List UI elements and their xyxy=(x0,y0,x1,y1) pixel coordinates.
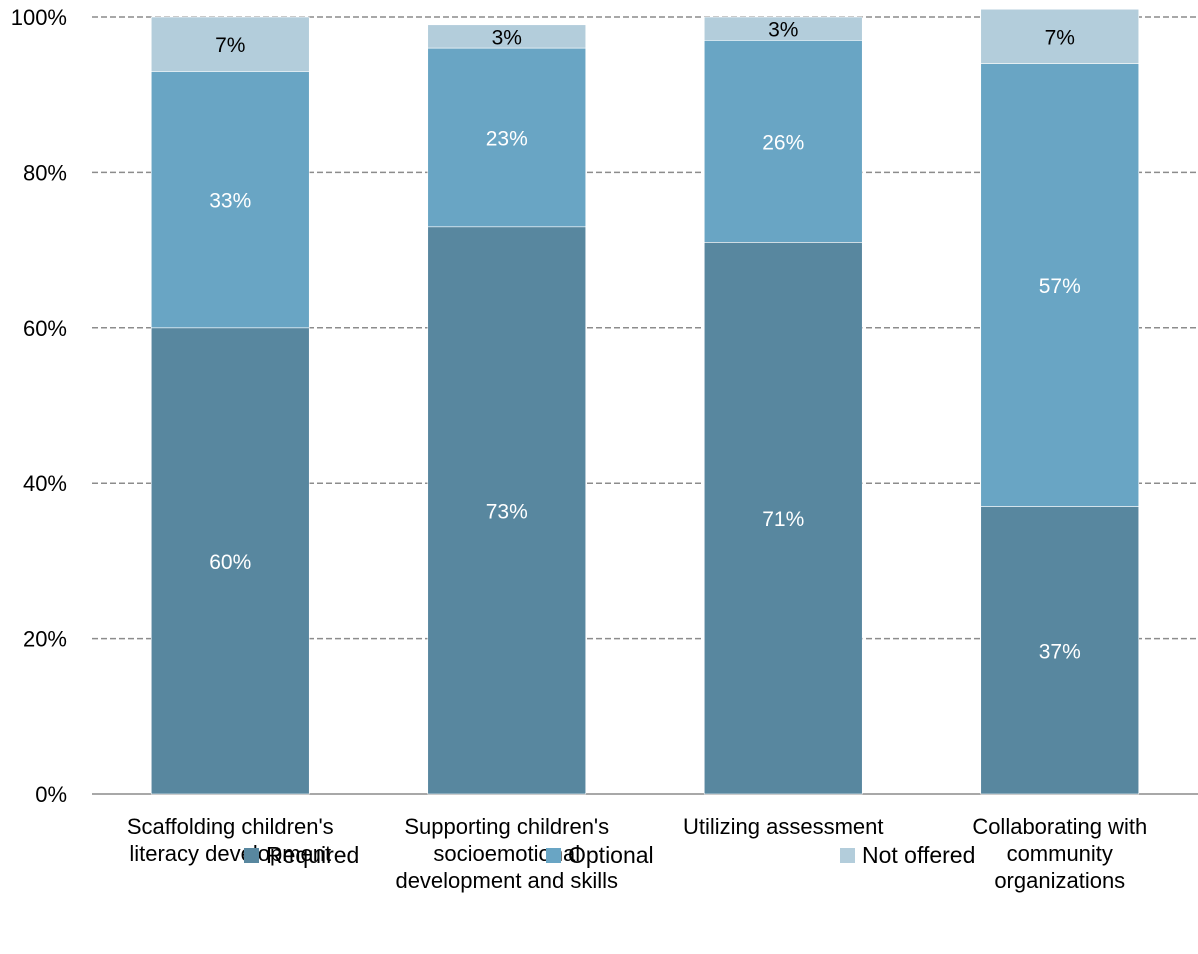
legend-label-not-offered: Not offered xyxy=(862,841,976,868)
y-tick-label: 40% xyxy=(23,471,67,496)
data-label-optional: 26% xyxy=(762,131,804,154)
bar-segment-required xyxy=(703,242,863,795)
data-label-not-offered: 3% xyxy=(492,26,522,49)
x-category-label-line: Scaffolding children's xyxy=(127,814,334,839)
data-label-not-offered: 3% xyxy=(768,19,798,42)
y-tick-label: 60% xyxy=(23,316,67,341)
x-category-label-line: literacy development xyxy=(129,841,331,866)
y-tick-label: 100% xyxy=(11,5,67,30)
data-label-required: 60% xyxy=(209,551,251,574)
data-label-not-offered: 7% xyxy=(1045,26,1075,49)
x-category-label: Collaborating with community organizations xyxy=(972,814,1147,893)
bar-segment-required xyxy=(980,506,1140,795)
data-label-optional: 33% xyxy=(209,190,251,213)
y-tick-label: 0% xyxy=(35,782,67,807)
legend-swatch-optional xyxy=(546,847,561,863)
data-label-not-offered: 7% xyxy=(215,34,245,57)
data-label-required: 71% xyxy=(762,508,804,531)
x-category-label: Utilizing assessment xyxy=(683,814,884,839)
data-label-required: 37% xyxy=(1039,640,1081,663)
x-category-label-line: Supporting children's xyxy=(404,814,609,839)
bar-segment-not-offered xyxy=(427,24,587,49)
bar-segment-not-offered xyxy=(150,16,310,72)
data-label-optional: 23% xyxy=(486,127,528,150)
bar-segment-not-offered xyxy=(703,16,863,41)
x-category-label-line: Collaborating with xyxy=(972,814,1147,839)
x-category-label-line: organizations xyxy=(994,868,1125,893)
legend-item-required: Required xyxy=(244,838,359,872)
x-category-label: Supporting children's socioemotional devel… xyxy=(395,814,618,893)
y-tick-label: 80% xyxy=(23,160,67,185)
legend-label-required: Required xyxy=(266,841,360,868)
legend: Required Optional Not offered xyxy=(0,838,1198,872)
bar-segment-not-offered xyxy=(980,8,1140,64)
x-category-label-line: development and skills xyxy=(395,868,618,893)
legend-swatch-required xyxy=(244,847,259,863)
x-axis-category-labels: Scaffolding children's literacy developme… xyxy=(127,814,1147,893)
x-category-label-line: community xyxy=(1007,841,1113,866)
bar-segment-optional xyxy=(427,47,587,228)
legend-item-not-offered: Not offered xyxy=(840,838,975,872)
legend-item-optional: Optional xyxy=(546,838,654,872)
bar-segment-required xyxy=(150,327,310,795)
y-tick-label: 20% xyxy=(23,627,67,652)
data-label-required: 73% xyxy=(486,500,528,523)
legend-swatch-not-offered xyxy=(840,847,855,863)
y-axis-tick-labels: 0% 20% 40% 60% 80% 100% xyxy=(11,5,67,807)
bars: 60% 33% 7% 73% 23% 3% 71% 26% 3% 37% 57% 7% xyxy=(150,8,1140,795)
bar-segment-optional xyxy=(150,71,310,329)
data-label-optional: 57% xyxy=(1039,275,1081,298)
x-category-label-line: Utilizing assessment xyxy=(683,814,884,839)
x-category-label: Scaffolding children's literacy developme… xyxy=(127,814,334,866)
legend-label-optional: Optional xyxy=(568,841,654,868)
